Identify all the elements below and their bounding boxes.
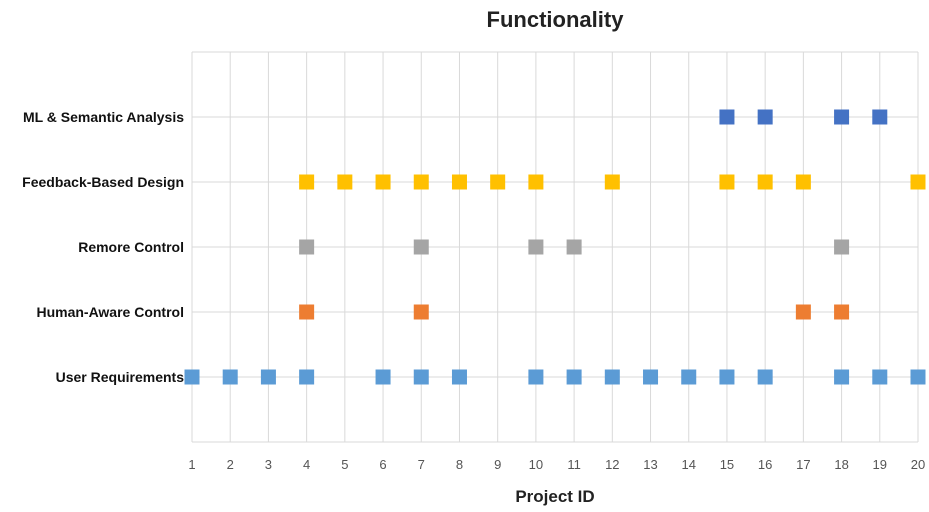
- data-point-marker: [681, 369, 697, 385]
- data-point-marker: [910, 174, 926, 190]
- data-point-marker: [795, 174, 811, 190]
- data-point-marker: [834, 109, 850, 125]
- data-point-marker: [834, 369, 850, 385]
- y-tick-label: Feedback-Based Design: [22, 174, 184, 190]
- x-tick-label: 5: [341, 457, 348, 472]
- data-point-marker: [910, 369, 926, 385]
- data-point-marker: [757, 109, 773, 125]
- x-tick-label: 1: [188, 457, 195, 472]
- data-point-marker: [299, 304, 315, 320]
- x-tick-label: 11: [567, 457, 581, 472]
- x-tick-label: 10: [529, 457, 543, 472]
- data-point-marker: [643, 369, 659, 385]
- x-tick-label: 2: [227, 457, 234, 472]
- y-tick-label: Remore Control: [78, 239, 184, 255]
- x-tick-label: 12: [605, 457, 619, 472]
- data-point-marker: [566, 239, 582, 255]
- data-point-marker: [299, 369, 315, 385]
- data-point-marker: [719, 174, 735, 190]
- x-tick-label: 7: [418, 457, 425, 472]
- y-tick-label: User Requirements: [56, 369, 185, 385]
- data-point-marker: [834, 304, 850, 320]
- data-point-marker: [566, 369, 582, 385]
- data-point-marker: [337, 174, 353, 190]
- data-point-marker: [757, 174, 773, 190]
- data-point-marker: [719, 109, 735, 125]
- data-point-marker: [375, 369, 391, 385]
- data-point-marker: [528, 369, 544, 385]
- x-tick-label: 20: [911, 457, 925, 472]
- data-point-marker: [299, 174, 315, 190]
- data-markers: [184, 109, 926, 385]
- data-point-marker: [604, 174, 620, 190]
- data-point-marker: [872, 109, 888, 125]
- data-point-marker: [834, 239, 850, 255]
- x-tick-label: 8: [456, 457, 463, 472]
- x-tick-label: 4: [303, 457, 310, 472]
- data-point-marker: [222, 369, 238, 385]
- x-tick-label: 14: [682, 457, 696, 472]
- y-tick-labels: User Requirements Human-Aware Control Remo…: [22, 109, 184, 385]
- data-point-marker: [260, 369, 276, 385]
- x-tick-label: 19: [873, 457, 887, 472]
- data-point-marker: [184, 369, 200, 385]
- data-point-marker: [719, 369, 735, 385]
- data-point-marker: [451, 174, 467, 190]
- data-point-marker: [528, 239, 544, 255]
- data-point-marker: [757, 369, 773, 385]
- data-point-marker: [413, 174, 429, 190]
- data-point-marker: [872, 369, 888, 385]
- data-point-marker: [795, 304, 811, 320]
- x-tick-labels: 1 2 3 4 5 6 7 8 9 10 11 12 13 14 15 16 17 18 19 20: [188, 457, 925, 472]
- x-tick-label: 6: [379, 457, 386, 472]
- data-point-marker: [413, 239, 429, 255]
- x-axis-label: Project ID: [515, 487, 594, 506]
- data-point-marker: [604, 369, 620, 385]
- y-tick-label: Human-Aware Control: [36, 304, 184, 320]
- data-point-marker: [451, 369, 467, 385]
- x-tick-label: 17: [796, 457, 810, 472]
- x-tick-label: 3: [265, 457, 272, 472]
- x-tick-label: 9: [494, 457, 501, 472]
- data-point-marker: [413, 304, 429, 320]
- y-tick-label: ML & Semantic Analysis: [23, 109, 184, 125]
- x-tick-label: 13: [643, 457, 657, 472]
- data-point-marker: [375, 174, 391, 190]
- data-point-marker: [528, 174, 544, 190]
- data-point-marker: [490, 174, 506, 190]
- x-tick-label: 18: [834, 457, 848, 472]
- data-point-marker: [413, 369, 429, 385]
- x-tick-label: 15: [720, 457, 734, 472]
- x-tick-label: 16: [758, 457, 772, 472]
- chart-title: Functionality: [487, 7, 625, 32]
- data-point-marker: [299, 239, 315, 255]
